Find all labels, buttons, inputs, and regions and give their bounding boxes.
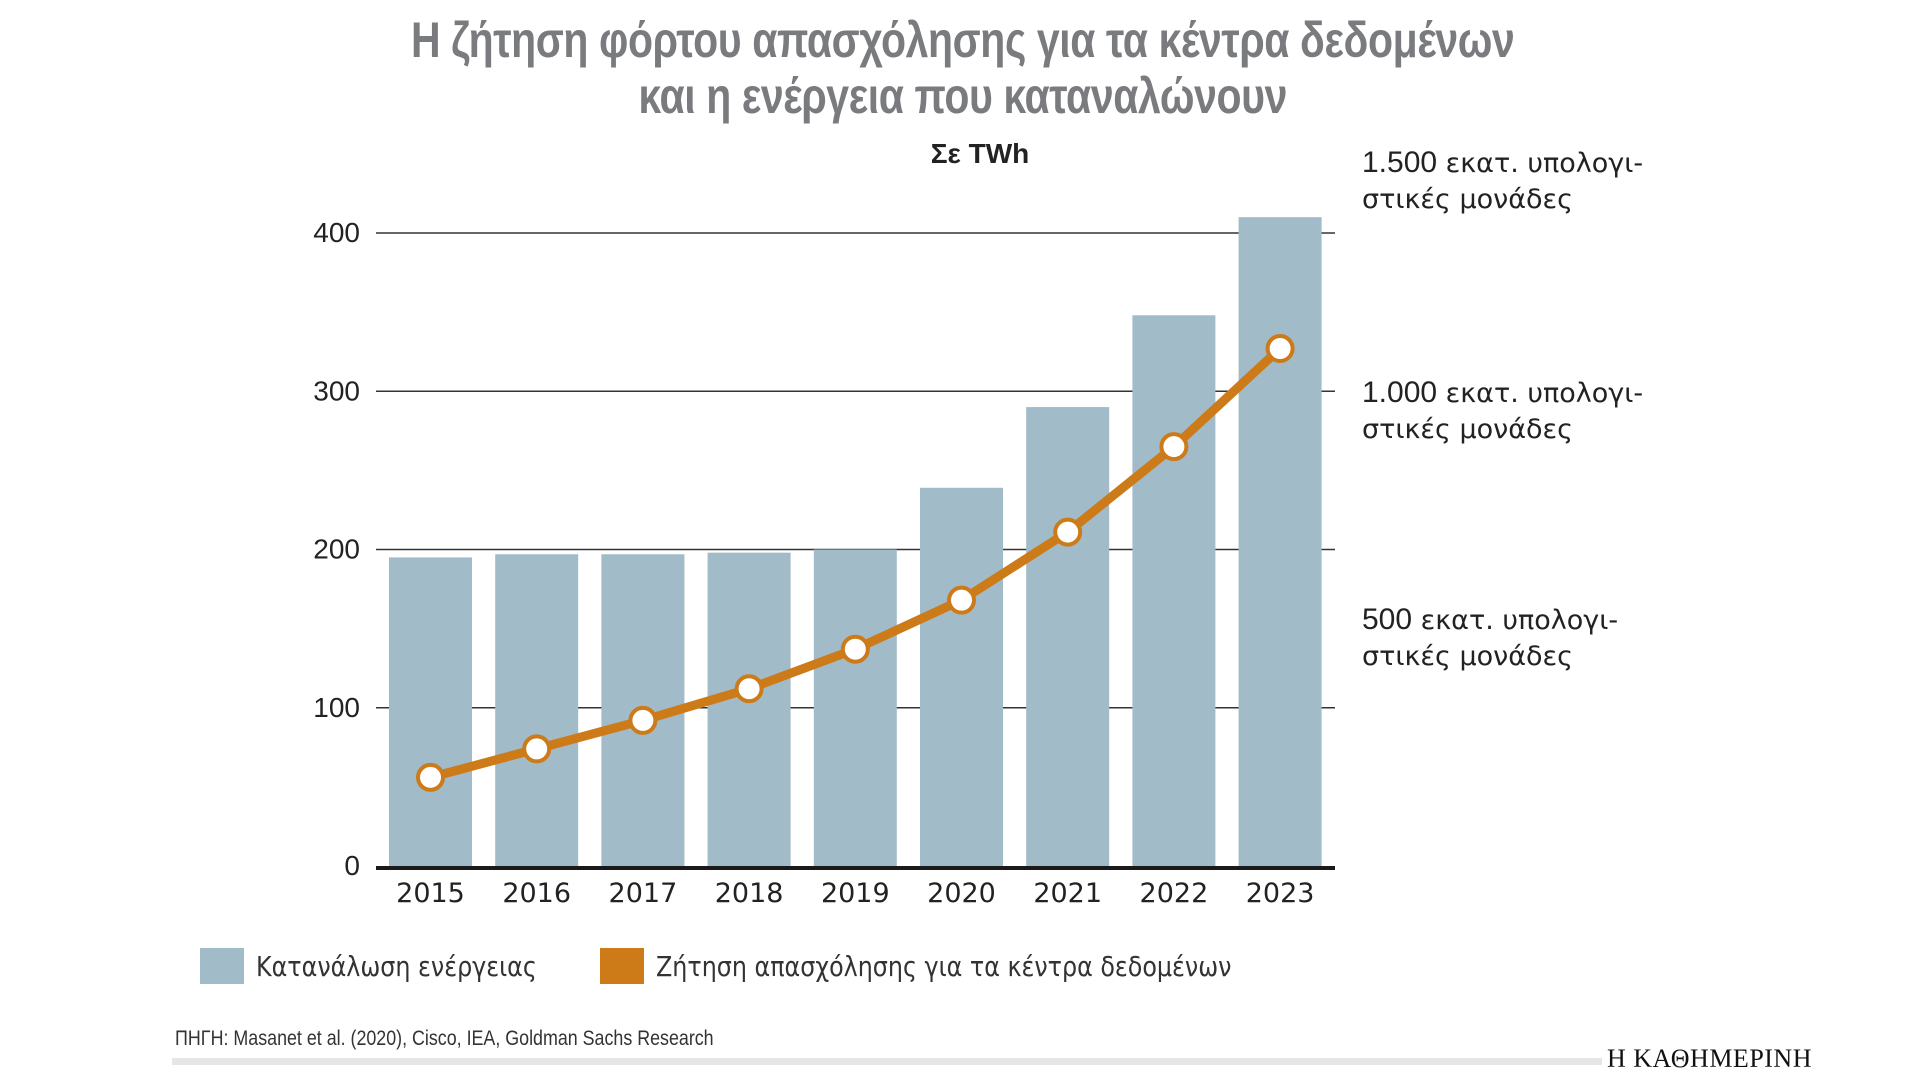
line-point-2022 (1159, 432, 1189, 462)
x-tick-label: 2021 (1033, 878, 1102, 909)
x-tick-label: 2023 (1246, 878, 1315, 909)
bar-2022 (1132, 315, 1216, 866)
x-tick-label: 2017 (609, 878, 678, 909)
y-tick-label: 0 (344, 850, 360, 881)
chart-title-line2: και η ενέργεια που καταναλώνουν (638, 68, 1288, 124)
y-tick-label: 300 (313, 375, 360, 406)
bar-2016 (495, 554, 579, 866)
annotation-number: 1.500 (1362, 146, 1438, 179)
x-axis-ticks: 2015 2016 2017 2018 2019 2020 2021 2022 2023 (396, 878, 1314, 909)
y-axis-ticks: 0 100 200 300 400 (313, 217, 360, 881)
bar-2019 (813, 549, 897, 866)
footer-divider (172, 1058, 1602, 1065)
legend-swatch-bar (200, 948, 244, 984)
line-point-2019 (840, 634, 870, 664)
annotation-500: 500 εκατ. υπολογι- στικές μονάδες (1362, 602, 1618, 675)
annotation-text: εκατ. υπολογι- (1437, 378, 1644, 409)
annotation-text: στικές μονάδες (1362, 641, 1573, 672)
bar-2023 (1238, 217, 1322, 867)
annotation-1500: 1.500 εκατ. υπολογι- στικές μονάδες (1362, 145, 1643, 218)
line-point-2018 (734, 674, 764, 704)
annotation-text: εκατ. υπολογι- (1437, 148, 1644, 179)
annotation-text: στικές μονάδες (1362, 184, 1573, 215)
annotation-text: εκατ. υπολογι- (1412, 605, 1619, 636)
line-point-2015 (416, 762, 445, 792)
source-note: ΠΗΓΗ: Masanet et al. (2020), Cisco, IEA,… (175, 1027, 714, 1050)
bar-2021 (1026, 407, 1110, 866)
annotation-1000: 1.000 εκατ. υπολογι- στικές μονάδες (1362, 375, 1643, 448)
y-tick-label: 400 (313, 217, 360, 248)
line-point-2020 (947, 585, 976, 615)
bar-2018 (707, 552, 791, 866)
legend: Κατανάλωση ενέργειας Ζήτηση απασχόλησης … (200, 948, 1367, 984)
x-tick-label: 2016 (502, 878, 571, 909)
legend-item-demand: Ζήτηση απασχόλησης για τα κέντρα δεδομέν… (600, 948, 1333, 984)
bar-series (389, 217, 1322, 867)
x-tick-label: 2018 (715, 878, 784, 909)
annotation-text: στικές μονάδες (1362, 414, 1573, 445)
x-tick-label: 2015 (396, 878, 465, 909)
x-tick-label: 2020 (927, 878, 996, 909)
publisher-logo: Η ΚΑΘΗΜΕΡΙΝΗ (1607, 1044, 1812, 1073)
annotation-number: 500 (1362, 603, 1413, 636)
line-point-2016 (522, 734, 552, 764)
legend-label: Κατανάλωση ενέργειας (256, 949, 537, 983)
annotation-number: 1.000 (1362, 376, 1438, 409)
unit-label: Σε TWh (930, 138, 1030, 169)
line-series (416, 334, 1295, 792)
legend-label: Ζήτηση απασχόλησης για τα κέντρα δεδομέν… (656, 949, 1232, 983)
bar-2015 (389, 557, 472, 866)
chart-title-line1: Η ζήτηση φόρτου απασχόλησης για τα κέντρ… (410, 12, 1515, 68)
line-point-2021 (1053, 517, 1083, 547)
legend-item-energy: Κατανάλωση ενέργειας (200, 948, 586, 984)
x-tick-label: 2022 (1140, 878, 1209, 909)
bar-2020 (920, 487, 1003, 866)
line-point-2017 (628, 705, 658, 735)
y-tick-label: 200 (313, 534, 360, 565)
line-point-2023 (1265, 334, 1295, 364)
y-tick-label: 100 (313, 692, 360, 723)
x-tick-label: 2019 (821, 878, 890, 909)
legend-swatch-line (600, 948, 645, 984)
